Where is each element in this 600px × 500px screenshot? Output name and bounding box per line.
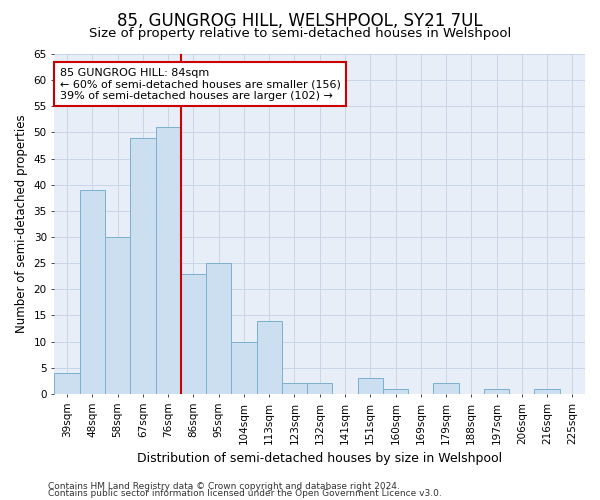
Text: 85 GUNGROG HILL: 84sqm
← 60% of semi-detached houses are smaller (156)
39% of se: 85 GUNGROG HILL: 84sqm ← 60% of semi-det… bbox=[60, 68, 341, 101]
Bar bbox=[155, 127, 181, 394]
Y-axis label: Number of semi-detached properties: Number of semi-detached properties bbox=[15, 114, 28, 334]
Text: Size of property relative to semi-detached houses in Welshpool: Size of property relative to semi-detach… bbox=[89, 28, 511, 40]
Bar bbox=[307, 384, 332, 394]
Bar bbox=[433, 384, 458, 394]
Bar bbox=[358, 378, 383, 394]
Text: 85, GUNGROG HILL, WELSHPOOL, SY21 7UL: 85, GUNGROG HILL, WELSHPOOL, SY21 7UL bbox=[117, 12, 483, 30]
Bar bbox=[231, 342, 257, 394]
Bar bbox=[105, 237, 130, 394]
Bar bbox=[80, 190, 105, 394]
Text: Contains public sector information licensed under the Open Government Licence v3: Contains public sector information licen… bbox=[48, 489, 442, 498]
Bar bbox=[130, 138, 155, 394]
Bar bbox=[282, 384, 307, 394]
Bar bbox=[206, 263, 231, 394]
Bar bbox=[535, 388, 560, 394]
Bar bbox=[484, 388, 509, 394]
Bar bbox=[257, 320, 282, 394]
Bar bbox=[55, 373, 80, 394]
Text: Contains HM Land Registry data © Crown copyright and database right 2024.: Contains HM Land Registry data © Crown c… bbox=[48, 482, 400, 491]
Bar bbox=[181, 274, 206, 394]
X-axis label: Distribution of semi-detached houses by size in Welshpool: Distribution of semi-detached houses by … bbox=[137, 452, 502, 465]
Bar bbox=[383, 388, 408, 394]
